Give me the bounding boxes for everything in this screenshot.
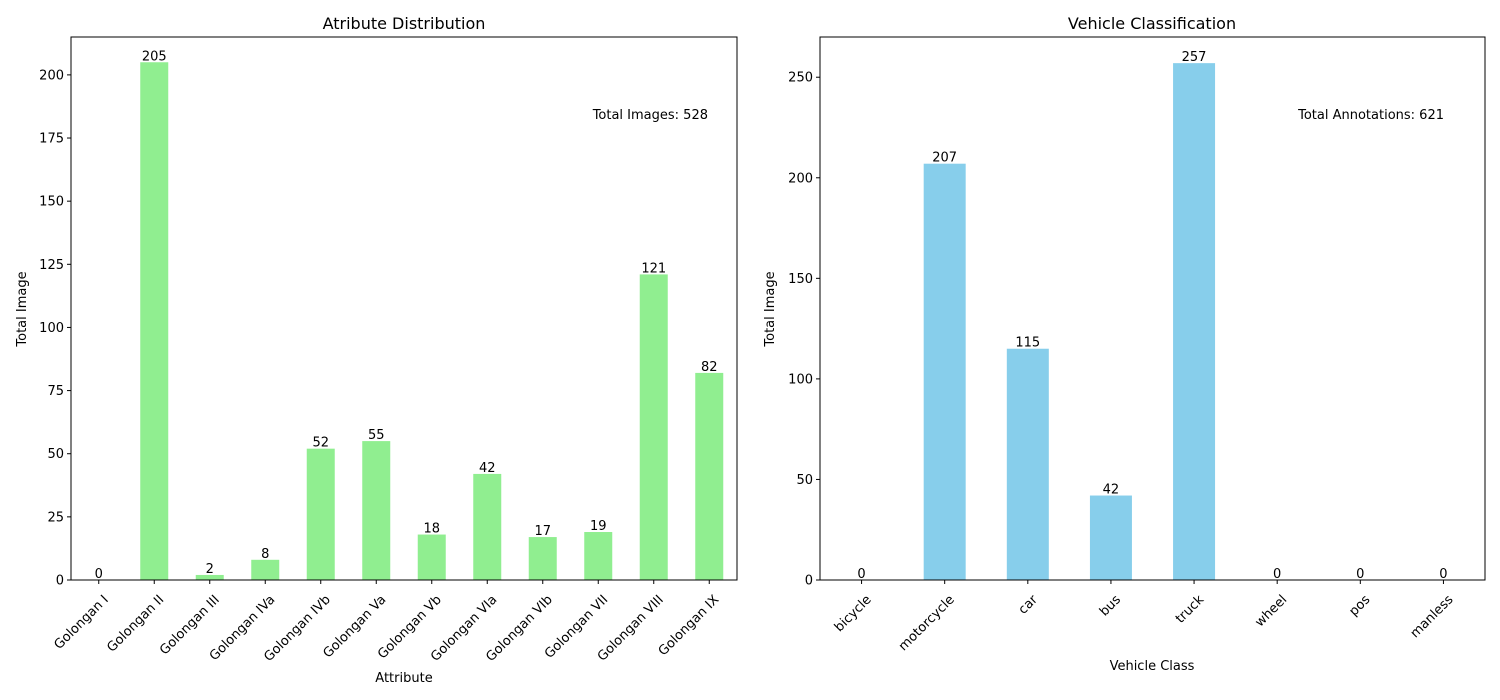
y-tick-label: 200 bbox=[39, 68, 64, 83]
y-tick-label: 0 bbox=[805, 574, 813, 589]
bar bbox=[306, 448, 335, 580]
chart-title: Vehicle Classification bbox=[1068, 14, 1236, 33]
x-tick-label: manless bbox=[1408, 592, 1457, 641]
y-tick-label: 175 bbox=[39, 132, 64, 147]
y-tick-label: 25 bbox=[47, 510, 64, 525]
bar-value-label: 115 bbox=[1015, 336, 1040, 351]
x-tick-label: Golongan I bbox=[52, 592, 112, 652]
bar-value-label: 257 bbox=[1182, 50, 1207, 65]
x-tick-label: motorcycle bbox=[896, 592, 958, 654]
vehicle-classification-chart: Vehicle Classification Vehicle Class Tot… bbox=[763, 14, 1486, 674]
y-tick-label: 0 bbox=[56, 574, 64, 589]
plot-frame bbox=[819, 36, 1486, 581]
bar bbox=[923, 163, 966, 580]
bar-value-label: 0 bbox=[1439, 567, 1447, 582]
bar-value-label: 52 bbox=[312, 436, 329, 451]
bar bbox=[1006, 348, 1049, 580]
bar-value-label: 17 bbox=[534, 524, 551, 539]
x-axis-label: Attribute bbox=[375, 671, 432, 686]
x-tick-label: pos bbox=[1347, 592, 1374, 619]
bar bbox=[195, 574, 224, 580]
y-tick-label: 50 bbox=[47, 447, 64, 462]
y-tick-label: 100 bbox=[788, 372, 813, 387]
bar-value-label: 0 bbox=[1273, 567, 1281, 582]
plot-frame bbox=[70, 36, 738, 581]
bar-value-label: 18 bbox=[423, 522, 440, 537]
bar bbox=[584, 532, 613, 580]
bar-value-label: 82 bbox=[701, 360, 718, 375]
total-annotations-annotation: Total Annotations: 621 bbox=[1297, 108, 1444, 123]
y-tick-label: 125 bbox=[39, 258, 64, 273]
bar bbox=[1089, 495, 1132, 580]
x-tick-label: bus bbox=[1097, 592, 1124, 619]
bar bbox=[251, 559, 280, 580]
y-tick-label: 50 bbox=[796, 473, 813, 488]
y-axis-label: Total Image bbox=[15, 271, 30, 347]
bar-value-label: 2 bbox=[206, 562, 214, 577]
x-tick-label: wheel bbox=[1252, 592, 1290, 630]
bar-value-label: 0 bbox=[95, 567, 103, 582]
y-axis-label: Total Image bbox=[763, 271, 778, 347]
bar bbox=[473, 473, 502, 580]
bar bbox=[639, 274, 668, 580]
bar bbox=[140, 62, 169, 581]
y-tick-label: 250 bbox=[788, 71, 813, 86]
y-tick-label: 75 bbox=[47, 384, 64, 399]
y-tick-label: 100 bbox=[39, 321, 64, 336]
bar bbox=[528, 537, 557, 580]
attribute-distribution-chart: Atribute Distribution Attribute Total Im… bbox=[15, 14, 738, 686]
bar-value-label: 0 bbox=[857, 567, 865, 582]
bar-value-label: 207 bbox=[932, 151, 957, 166]
total-images-annotation: Total Images: 528 bbox=[592, 108, 708, 123]
y-tick-label: 200 bbox=[788, 171, 813, 186]
bar-value-label: 55 bbox=[368, 428, 385, 443]
bar-value-label: 42 bbox=[479, 461, 496, 476]
bar bbox=[362, 441, 391, 580]
bar-value-label: 121 bbox=[641, 261, 666, 276]
x-tick-label: bicycle bbox=[832, 592, 875, 635]
bar-value-label: 205 bbox=[142, 49, 167, 64]
y-tick-label: 150 bbox=[788, 272, 813, 287]
bar bbox=[695, 372, 724, 580]
bar bbox=[417, 534, 446, 580]
bar-value-label: 0 bbox=[1356, 567, 1364, 582]
bar bbox=[1173, 63, 1216, 580]
bar-value-label: 19 bbox=[590, 519, 607, 534]
x-axis-label: Vehicle Class bbox=[1110, 659, 1195, 674]
x-tick-label: truck bbox=[1173, 592, 1208, 627]
x-tick-label: car bbox=[1016, 592, 1042, 618]
bar-value-label: 8 bbox=[261, 547, 269, 562]
chart-title: Atribute Distribution bbox=[323, 14, 486, 33]
bar-value-label: 42 bbox=[1103, 483, 1120, 498]
y-tick-label: 150 bbox=[39, 195, 64, 210]
